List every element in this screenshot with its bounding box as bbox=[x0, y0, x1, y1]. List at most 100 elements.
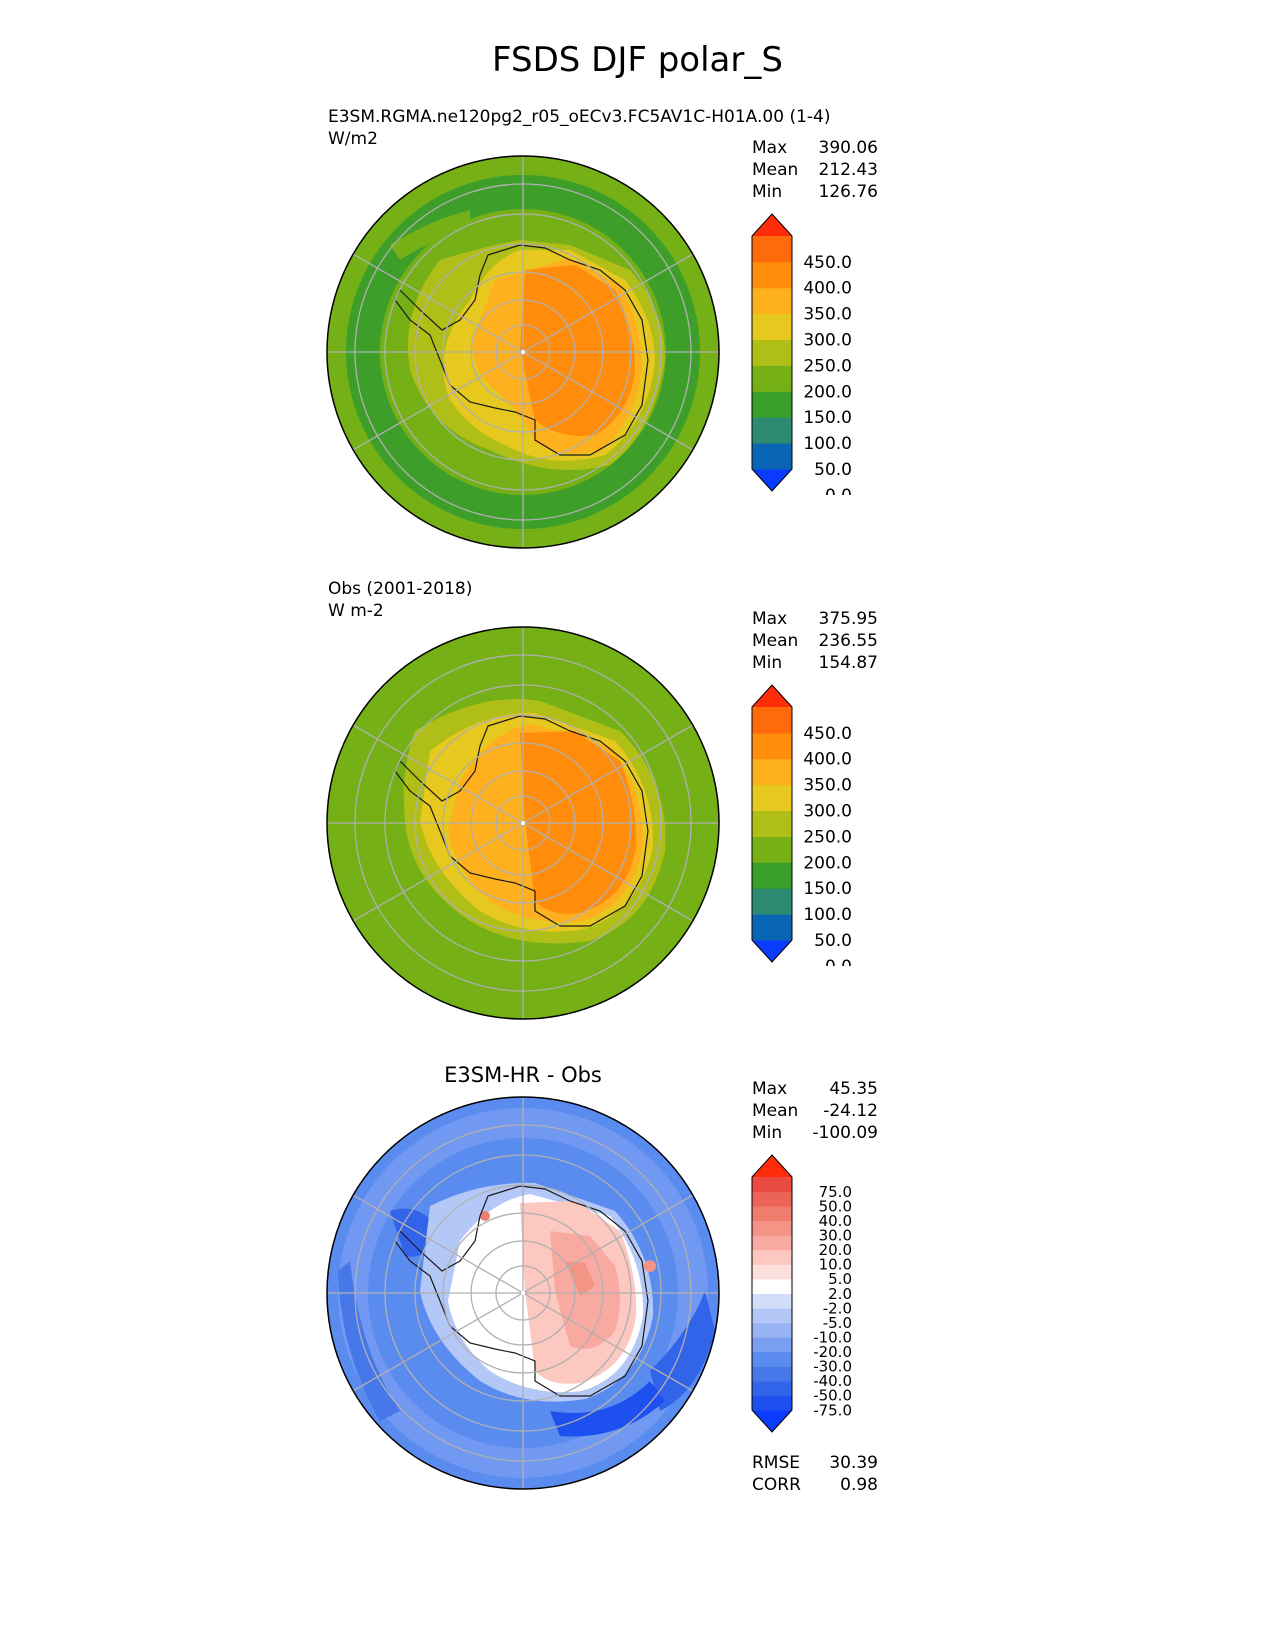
colorbar-tick-label: 100.0 bbox=[803, 434, 852, 454]
panel-3-polar-map bbox=[326, 1096, 720, 1490]
panel-1-title: E3SM.RGMA.ne120pg2_r05_oECv3.FC5AV1C-H01… bbox=[328, 106, 830, 150]
stat-row-min: Min -100.09 bbox=[752, 1123, 878, 1143]
panel-1-title-line1: E3SM.RGMA.ne120pg2_r05_oECv3.FC5AV1C-H01… bbox=[328, 107, 831, 127]
stat-row-min: Min 154.87 bbox=[752, 653, 878, 673]
colorbar-segment bbox=[752, 732, 792, 760]
colorbar-segment bbox=[752, 313, 792, 341]
panel-2-polar-map bbox=[326, 626, 720, 1020]
colorbar-outline bbox=[751, 213, 793, 492]
stat-row-max: Max 375.95 bbox=[752, 609, 878, 629]
colorbar-segment bbox=[752, 758, 792, 786]
colorbar-tick-label: 400.0 bbox=[803, 750, 852, 770]
stat-row-mean: Mean 236.55 bbox=[752, 631, 878, 651]
colorbar-tick-label: -5.0 bbox=[823, 1314, 852, 1332]
stat-row-mean: Mean -24.12 bbox=[752, 1101, 878, 1121]
colorbar-tick-label: -50.0 bbox=[813, 1387, 852, 1405]
panel-2-title-line1: Obs (2001-2018) bbox=[328, 579, 473, 599]
colorbar-extend-low bbox=[752, 940, 792, 962]
colorbar-segment bbox=[752, 1337, 792, 1353]
colorbar-tick-label: 350.0 bbox=[803, 776, 852, 796]
panel-1-stats: Max 390.06 Mean 212.43 Min 126.76 bbox=[752, 137, 878, 203]
colorbar-segment bbox=[752, 810, 792, 837]
colorbar-tick-label: 50.0 bbox=[819, 1197, 852, 1215]
panel-3-metrics: RMSE 30.39 CORR 0.98 bbox=[752, 1452, 878, 1496]
colorbar-segment bbox=[752, 784, 792, 812]
colorbar-tick-label: 250.0 bbox=[803, 356, 852, 376]
colorbar-segment bbox=[752, 914, 792, 941]
colorbar-segment bbox=[752, 1322, 792, 1338]
panel-3-colorbar: 75.050.040.030.020.010.05.02.0-2.0-5.0-1… bbox=[751, 1154, 852, 1433]
colorbar-extend-high bbox=[752, 1155, 792, 1177]
stat-row-max: Max 390.06 bbox=[752, 138, 878, 158]
colorbar-segment bbox=[752, 1380, 792, 1396]
colorbar-segment bbox=[752, 1235, 792, 1251]
colorbar-tick-label: 100.0 bbox=[803, 905, 852, 925]
colorbar-segment bbox=[752, 1366, 792, 1382]
colorbar-tick-label: 300.0 bbox=[803, 802, 852, 822]
colorbar-segment bbox=[752, 417, 792, 444]
panel-2-units: W m-2 bbox=[328, 601, 384, 621]
colorbar-tick-label: 200.0 bbox=[803, 853, 852, 873]
colorbar-segment bbox=[752, 1206, 792, 1222]
figure-title: FSDS DJF polar_S bbox=[492, 40, 783, 80]
stat-row-max: Max 45.35 bbox=[752, 1079, 878, 1099]
colorbar-tick-label: 5.0 bbox=[828, 1270, 852, 1288]
colorbar-tick-label: 150.0 bbox=[803, 408, 852, 428]
colorbar-tick-label: 75.0 bbox=[819, 1183, 852, 1201]
colorbar-tick-label: 200.0 bbox=[803, 382, 852, 402]
colorbar-segment bbox=[752, 836, 792, 863]
colorbar-tick-label: -75.0 bbox=[813, 1401, 852, 1419]
colorbar-tick-label: 150.0 bbox=[803, 879, 852, 899]
panel-2-title: Obs (2001-2018) W m-2 bbox=[328, 578, 472, 622]
colorbar-extend-low bbox=[752, 1410, 792, 1432]
colorbar-segment bbox=[752, 1293, 792, 1309]
colorbar-tick-label: -2.0 bbox=[823, 1299, 852, 1317]
colorbar-segment bbox=[752, 888, 792, 915]
panel-2-colorbar: 450.0 400.0 350.0 300.0 250.0 200.0 150.0 100.0… bbox=[751, 684, 852, 966]
colorbar-tick-label: 40.0 bbox=[819, 1212, 852, 1230]
colorbar-segment bbox=[752, 1191, 792, 1207]
colorbar-tick-label: 20.0 bbox=[819, 1241, 852, 1259]
colorbar-segment bbox=[752, 1220, 792, 1236]
panel-3-title: E3SM-HR - Obs bbox=[444, 1063, 602, 1087]
colorbar-tick-label: 0.0 bbox=[825, 486, 852, 495]
colorbar-segment bbox=[752, 261, 792, 289]
colorbar-extend-high bbox=[752, 214, 792, 236]
colorbar-extend-low bbox=[752, 469, 792, 491]
panel-3-stats: Max 45.35 Mean -24.12 Min -100.09 bbox=[752, 1078, 878, 1144]
colorbar-segment bbox=[752, 1351, 792, 1367]
colorbar-tick-label: -10.0 bbox=[813, 1328, 852, 1346]
colorbar-tick-label: 50.0 bbox=[814, 460, 852, 480]
colorbar-segment bbox=[752, 339, 792, 366]
colorbar-tick-label: 300.0 bbox=[803, 331, 852, 351]
stat-row-min: Min 126.76 bbox=[752, 182, 878, 202]
panel-1-polar-map bbox=[326, 155, 720, 549]
colorbar-segment bbox=[752, 287, 792, 315]
colorbar-segment bbox=[752, 862, 792, 889]
stat-row-mean: Mean 212.43 bbox=[752, 160, 878, 180]
colorbar-tick-label: 2.0 bbox=[828, 1285, 852, 1303]
colorbar-tick-label: -30.0 bbox=[813, 1358, 852, 1376]
colorbar-segment bbox=[752, 707, 792, 734]
panel-2-stats: Max 375.95 Mean 236.55 Min 154.87 bbox=[752, 608, 878, 674]
colorbar-tick-label: 350.0 bbox=[803, 305, 852, 325]
colorbar-tick-label: 250.0 bbox=[803, 827, 852, 847]
colorbar-outline bbox=[751, 1154, 793, 1433]
colorbar-outline bbox=[751, 684, 793, 963]
metric-row-corr: CORR 0.98 bbox=[752, 1475, 878, 1495]
colorbar-segment bbox=[752, 236, 792, 263]
colorbar-segment bbox=[752, 1264, 792, 1280]
colorbar-segment bbox=[752, 391, 792, 418]
colorbar-segment bbox=[752, 443, 792, 470]
colorbar-tick-label: -20.0 bbox=[813, 1343, 852, 1361]
colorbar-tick-label: 450.0 bbox=[803, 724, 852, 744]
panel-1-colorbar: 450.0 400.0 350.0 300.0 250.0 200.0 150.0 100.0… bbox=[751, 213, 852, 495]
colorbar-segment bbox=[752, 365, 792, 392]
colorbar-tick-label: 400.0 bbox=[803, 279, 852, 299]
colorbar-segment bbox=[752, 1177, 792, 1193]
colorbar-tick-label: -40.0 bbox=[813, 1372, 852, 1390]
colorbar-segment bbox=[752, 1395, 792, 1411]
colorbar-segment bbox=[752, 1278, 792, 1294]
colorbar-tick-label: 450.0 bbox=[803, 253, 852, 273]
colorbar-segment bbox=[752, 1249, 792, 1265]
